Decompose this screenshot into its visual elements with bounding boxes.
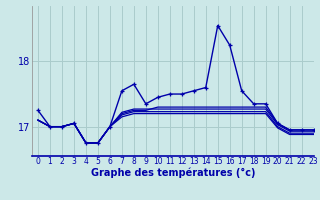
X-axis label: Graphe des températures (°c): Graphe des températures (°c) xyxy=(91,168,255,178)
